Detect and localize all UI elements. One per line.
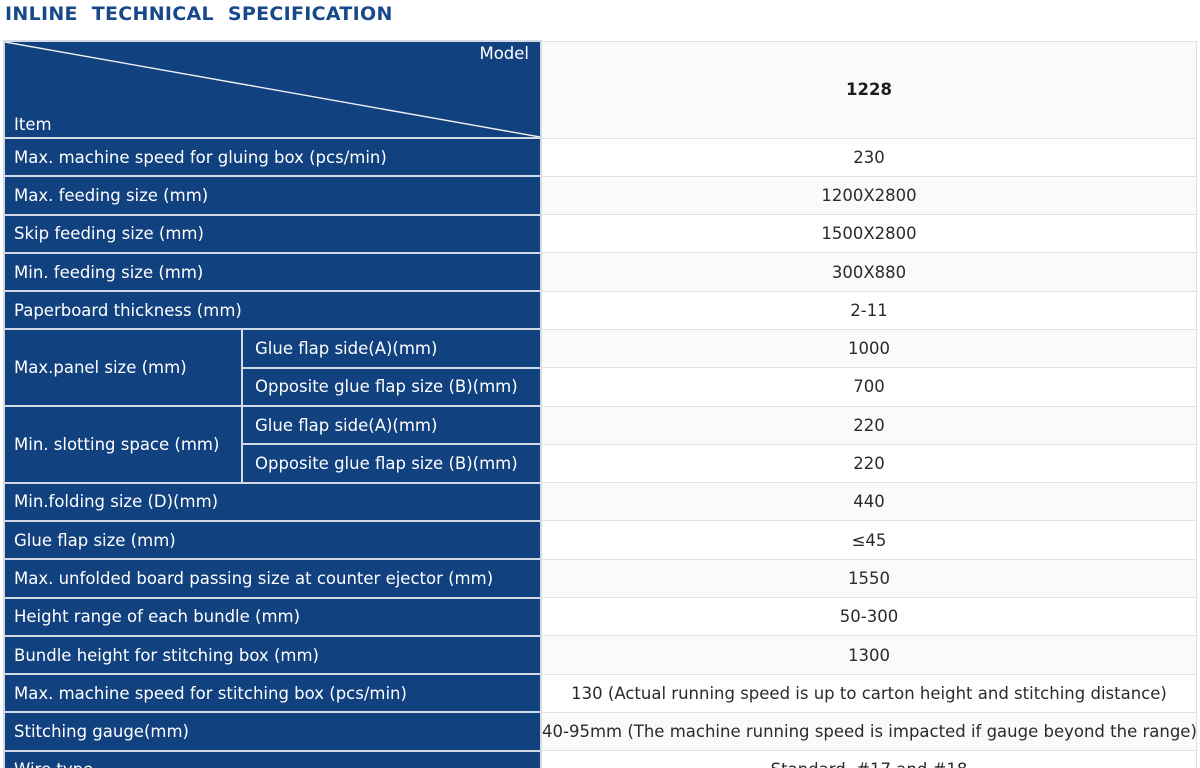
row-label: Height range of each bundle (mm) — [3, 596, 542, 637]
row-label: Stitching gauge(mm) — [3, 711, 542, 752]
page-title: INLINE TECHNICAL SPECIFICATION — [5, 3, 393, 25]
row-label: Bundle height for stitching box (mm) — [3, 634, 542, 676]
spec-row: Max.panel size (mm) Glue flap side(A)(mm)… — [3, 328, 1197, 408]
spec-row: Height range of each bundle (mm) 50-300 — [3, 596, 1197, 637]
row-value: 2-11 — [540, 290, 1197, 330]
row-value: 1300 — [540, 635, 1197, 675]
sub-label: Opposite glue flap size (B)(mm) — [241, 443, 542, 484]
row-value: 1550 — [540, 558, 1197, 599]
spec-row: Max. unfolded board passing size at coun… — [3, 558, 1197, 599]
spec-row: Opposite glue flap size (B)(mm) 700 — [4, 366, 1197, 408]
row-value: 1500X2800 — [540, 214, 1197, 254]
row-label: Glue flap size (mm) — [3, 519, 542, 561]
spec-row: Stitching gauge(mm) 40-95mm (The machine … — [3, 711, 1197, 752]
row-label: Max. feeding size (mm) — [3, 175, 542, 216]
row-label: Min. feeding size (mm) — [3, 251, 542, 293]
model-value: 1228 — [540, 40, 1197, 139]
sub-label: Opposite glue flap size (B)(mm) — [241, 366, 542, 408]
spec-row: Max. machine speed for stitching box (pc… — [3, 673, 1197, 714]
spec-table: Model Item 1228 Max. machine speed for g… — [3, 40, 1197, 768]
row-value: 220 — [540, 443, 1197, 484]
spec-row: Max. machine speed for gluing box (pcs/m… — [3, 136, 1197, 178]
row-label: Max. machine speed for gluing box (pcs/m… — [3, 136, 542, 178]
row-value: 1000 — [540, 328, 1197, 369]
group-label: Max.panel size (mm) — [3, 328, 243, 408]
row-value: 300X880 — [540, 252, 1197, 292]
row-label: Paperboard thickness (mm) — [3, 290, 542, 331]
spec-row: Min.folding size (D)(mm) 440 — [3, 481, 1197, 522]
row-label: Wire type — [3, 749, 542, 768]
row-value: 230 — [540, 137, 1197, 177]
item-model-header-cell: Model Item — [3, 40, 542, 139]
spec-row: Opposite glue flap size (B)(mm) 220 — [4, 443, 1197, 484]
model-label: Model — [479, 44, 529, 63]
row-value: 40-95mm (The machine running speed is im… — [540, 711, 1197, 752]
row-value: 440 — [540, 482, 1197, 522]
spec-row: Glue flap size (mm) ≤45 — [3, 519, 1197, 561]
diagonal-divider — [5, 42, 540, 137]
spec-row: Min. slotting space (mm) Glue flap side(A… — [3, 405, 1197, 484]
row-value: ≤45 — [540, 520, 1197, 560]
spec-row: Skip feeding size (mm) 1500X2800 — [3, 213, 1197, 254]
row-value: 700 — [540, 367, 1197, 407]
row-value: 50-300 — [540, 597, 1197, 637]
spec-row: Paperboard thickness (mm) 2-11 — [3, 290, 1197, 331]
spec-row: Min. feeding size (mm) 300X880 — [3, 251, 1197, 293]
spec-rows-body: Max. machine speed for gluing box (pcs/m… — [3, 136, 1197, 768]
spec-row: Wire typeStandard #17 and #18 — [3, 749, 1197, 768]
spec-row: Max. feeding size (mm) 1200X2800 — [3, 175, 1197, 216]
sub-label: Glue flap side(A)(mm) — [241, 405, 542, 446]
row-value: 220 — [540, 405, 1197, 445]
spec-header-row: Model Item 1228 — [3, 40, 1197, 139]
spec-row: Bundle height for stitching box (mm) 1300 — [3, 634, 1197, 676]
row-label: Max. machine speed for stitching box (pc… — [3, 673, 542, 714]
row-value: 130 (Actual running speed is up to carto… — [540, 673, 1197, 713]
sub-label: Glue flap side(A)(mm) — [241, 328, 542, 369]
item-label: Item — [14, 115, 52, 134]
group-label: Min. slotting space (mm) — [3, 405, 243, 484]
row-label: Min.folding size (D)(mm) — [3, 481, 542, 522]
row-value: Standard #17 and #18 — [540, 750, 1197, 768]
row-label: Skip feeding size (mm) — [3, 213, 542, 254]
row-label: Max. unfolded board passing size at coun… — [3, 558, 542, 599]
row-value: 1200X2800 — [540, 175, 1197, 216]
